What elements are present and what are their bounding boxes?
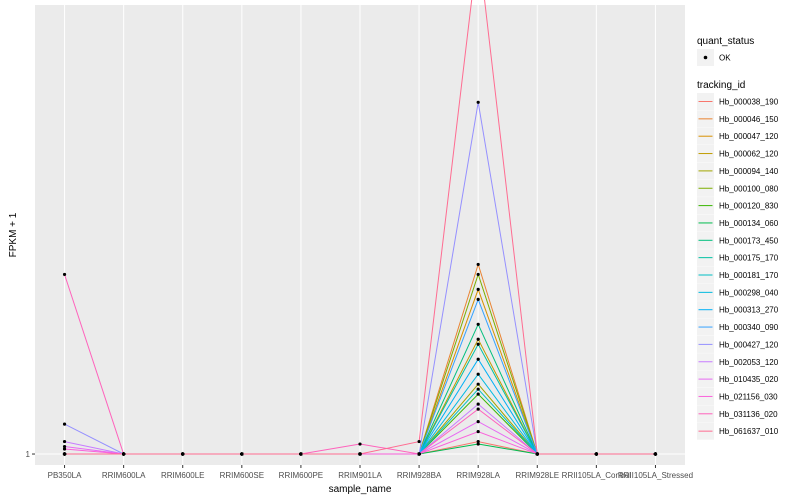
legend-label: Hb_000100_080 (719, 184, 779, 193)
data-point (181, 452, 185, 456)
legend-label: Hb_000094_140 (719, 167, 779, 176)
data-point (476, 392, 480, 396)
x-axis-title: sample_name (329, 484, 392, 495)
legend-label: Hb_000340_090 (719, 323, 779, 332)
y-axis-ticks: 1 (26, 450, 35, 459)
data-point (62, 272, 67, 277)
data-point (476, 100, 480, 104)
data-point (476, 322, 480, 326)
x-tick-label: PB350LA (48, 471, 82, 480)
data-point (476, 382, 480, 386)
data-point (358, 452, 362, 456)
data-point (417, 439, 421, 444)
data-point (476, 357, 480, 361)
data-point (417, 452, 421, 456)
data-point (476, 402, 480, 406)
x-tick-label: RRIM928LA (456, 471, 500, 480)
legend: quant_status OK tracking_id Hb_000038_190 Hb… (697, 36, 779, 440)
legend-shape-title: quant_status (697, 36, 754, 47)
legend-label: OK (719, 54, 731, 63)
legend-label: Hb_000038_190 (719, 98, 779, 107)
x-tick-label: RRIM928LE (515, 471, 559, 480)
data-point (594, 452, 598, 456)
series-points (62, 100, 658, 456)
x-tick-label: RRIM600SE (220, 471, 264, 480)
data-point (476, 342, 480, 346)
x-tick-label: RRIM600LA (102, 471, 146, 480)
legend-label: Hb_021156_030 (719, 392, 778, 401)
data-point (476, 387, 480, 391)
legend-label: Hb_000313_270 (719, 306, 779, 315)
data-point (476, 337, 480, 341)
legend-label: Hb_000047_120 (719, 132, 779, 141)
x-axis-ticks: PB350LA RRIM600LA RRIM600LE RRIM600SE RRIM60… (48, 465, 693, 480)
data-point (62, 452, 67, 456)
legend-label: Hb_002053_120 (719, 358, 779, 367)
data-point (476, 429, 480, 434)
x-tick-label: RRII105LA_Stressed (618, 471, 693, 480)
data-point (535, 452, 539, 456)
y-tick-label: 1 (26, 450, 31, 459)
legend-label: Hb_031136_020 (719, 410, 778, 419)
legend-label: Hb_000175_170 (719, 254, 779, 263)
data-point (299, 452, 303, 456)
legend-title: tracking_id (697, 80, 745, 91)
data-point (653, 452, 658, 456)
data-point (62, 447, 67, 451)
legend-point-key (703, 55, 708, 60)
x-tick-label: RRIM600LE (161, 471, 205, 480)
legend-label: Hb_000427_120 (719, 340, 779, 349)
data-point (476, 442, 480, 446)
legend-label: Hb_000298_040 (719, 288, 779, 297)
x-tick-label: RRIM901LA (338, 471, 382, 480)
legend-label: Hb_010435_020 (719, 375, 779, 384)
data-point (476, 297, 480, 301)
legend-label: Hb_000046_150 (719, 115, 779, 124)
data-point (62, 422, 67, 426)
data-point (476, 287, 480, 291)
data-point (476, 372, 480, 376)
legend-label: Hb_061637_010 (719, 427, 779, 436)
grid-major (35, 5, 685, 465)
x-tick-label: RRIM600PE (279, 471, 323, 480)
data-point (358, 442, 362, 446)
data-point (240, 452, 244, 456)
data-point (62, 444, 67, 449)
legend-label: Hb_000173_450 (719, 236, 779, 245)
x-tick-label: RRII105LA_Control (562, 471, 632, 480)
data-point (476, 262, 480, 267)
data-point (476, 439, 480, 444)
data-point (122, 452, 126, 456)
legend-label: Hb_000134_060 (719, 219, 779, 228)
data-point (62, 439, 67, 444)
data-point (476, 407, 480, 411)
legend-label: Hb_000120_830 (719, 202, 779, 211)
legend-label: Hb_000062_120 (719, 150, 779, 159)
data-point (476, 419, 480, 424)
x-tick-label: RRIM928BA (397, 471, 442, 480)
y-axis-title: FPKM + 1 (8, 212, 19, 257)
legend-label: Hb_000181_170 (719, 271, 779, 280)
data-point (476, 272, 480, 277)
